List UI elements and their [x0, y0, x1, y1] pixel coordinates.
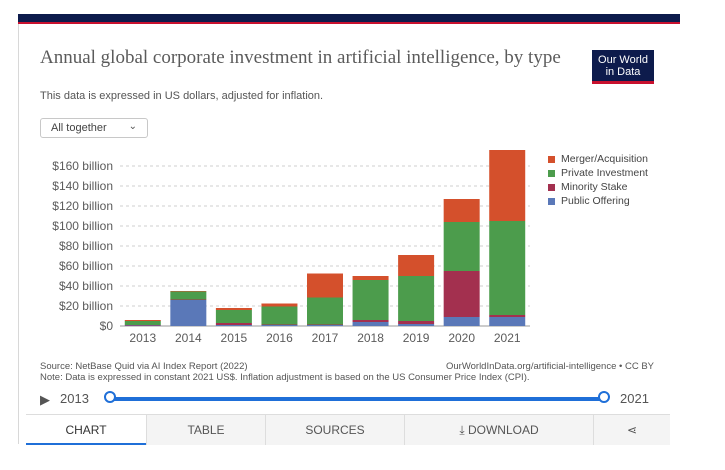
owid-logo[interactable]: Our World in Data: [592, 50, 654, 84]
x-tick-label: 2015: [221, 331, 248, 345]
frame-border: [18, 24, 19, 444]
source-note: Note: Data is expressed in constant 2021…: [40, 372, 530, 383]
bar-segment: [352, 280, 389, 320]
tab-share[interactable]: ⋖: [593, 415, 670, 445]
tab-sources[interactable]: SOURCES: [265, 415, 404, 445]
bar-segment: [261, 303, 298, 307]
bar-segment: [124, 325, 161, 326]
tab-table[interactable]: TABLE: [146, 415, 265, 445]
bar-segment: [170, 291, 207, 300]
logo-line-2: in Data: [605, 66, 641, 78]
tab-bar: CHART TABLE SOURCES ⤓ DOWNLOAD ⋖: [26, 414, 670, 445]
bar-segment: [489, 317, 526, 326]
source-text: Source: NetBase Quid via AI Index Report…: [40, 361, 248, 372]
download-label: DOWNLOAD: [467, 423, 539, 437]
bar-segment: [215, 323, 252, 325]
timeline-track[interactable]: [110, 397, 604, 401]
y-tick-label: $40 billion: [59, 279, 113, 293]
y-tick-label: $60 billion: [59, 259, 113, 273]
legend-swatch: [548, 169, 555, 177]
x-tick-label: 2018: [357, 331, 384, 345]
timeline-end-handle[interactable]: [598, 391, 610, 403]
bar-segment: [261, 325, 298, 326]
bar-segment: [307, 297, 343, 325]
timeline-end-label: 2021: [620, 391, 649, 406]
legend-label: Private Investment: [561, 167, 648, 179]
bar-segment: [261, 306, 298, 325]
bar-segment: [124, 320, 161, 321]
y-tick-label: $100 billion: [52, 219, 113, 233]
bar-segment: [443, 317, 480, 326]
download-icon: ⤓: [459, 423, 465, 437]
legend-item[interactable]: Minority Stake: [548, 180, 648, 194]
chart-subtitle: This data is expressed in US dollars, ad…: [40, 90, 324, 102]
bar-segment: [170, 299, 207, 300]
x-tick-label: 2017: [312, 331, 339, 345]
bar-segment: [170, 291, 207, 292]
bar-segment: [170, 300, 207, 326]
chevron-down-icon: ⌄: [128, 121, 137, 132]
bar-segment: [307, 325, 343, 326]
y-tick-label: $0: [100, 319, 114, 333]
bar-segment: [398, 255, 435, 276]
bar-segment: [398, 324, 435, 326]
bar-segment: [215, 308, 252, 310]
bar-segment: [443, 222, 480, 271]
legend-item[interactable]: Merger/Acquisition: [548, 152, 648, 166]
legend-swatch: [548, 155, 555, 163]
bar-segment: [443, 271, 480, 317]
chart-legend: Merger/Acquisition Private Investment Mino…: [548, 152, 648, 208]
legend-label: Minority Stake: [561, 181, 628, 193]
bar-segment: [398, 321, 435, 324]
legend-label: Merger/Acquisition: [561, 153, 648, 165]
y-tick-label: $160 billion: [52, 159, 113, 173]
y-tick-label: $120 billion: [52, 199, 113, 213]
bar-segment: [307, 273, 343, 298]
top-banner: [18, 14, 680, 24]
bar-segment: [489, 221, 526, 315]
share-icon: ⋖: [626, 423, 638, 437]
bar-segment: [261, 324, 298, 325]
x-tick-label: 2016: [266, 331, 293, 345]
timeline-start-label: 2013: [60, 391, 89, 406]
y-tick-label: $20 billion: [59, 299, 113, 313]
x-tick-label: 2019: [403, 331, 430, 345]
bar-segment: [352, 320, 389, 322]
legend-swatch: [548, 197, 555, 205]
bar-segment: [307, 324, 343, 325]
bar-segment: [489, 315, 526, 317]
x-tick-label: 2021: [494, 331, 521, 345]
x-tick-label: 2013: [129, 331, 156, 345]
bar-segment: [215, 325, 252, 326]
bar-segment: [352, 276, 389, 280]
bar-segment: [352, 322, 389, 326]
y-tick-label: $80 billion: [59, 239, 113, 253]
legend-label: Public Offering: [561, 195, 630, 207]
bar-segment: [489, 150, 526, 221]
play-icon[interactable]: ▶: [40, 392, 50, 407]
chart-title: Annual global corporate investment in ar…: [40, 47, 561, 68]
bar-segment: [398, 276, 435, 321]
dropdown-label: All together: [51, 122, 107, 134]
source-url[interactable]: OurWorldInData.org/artificial-intelligen…: [445, 361, 654, 372]
bar-segment: [215, 310, 252, 323]
logo-line-1: Our World: [598, 54, 648, 66]
legend-item[interactable]: Public Offering: [548, 194, 648, 208]
x-tick-label: 2014: [175, 331, 202, 345]
legend-item[interactable]: Private Investment: [548, 166, 648, 180]
y-tick-label: $140 billion: [52, 179, 113, 193]
bar-segment: [124, 321, 161, 325]
legend-swatch: [548, 183, 555, 191]
timeline-start-handle[interactable]: [104, 391, 116, 403]
bar-segment: [124, 325, 161, 326]
tab-chart[interactable]: CHART: [26, 415, 146, 445]
bar-segment: [443, 199, 480, 222]
x-tick-label: 2020: [448, 331, 475, 345]
stacking-dropdown[interactable]: All together ⌄: [40, 118, 148, 138]
tab-download[interactable]: ⤓ DOWNLOAD: [404, 415, 593, 445]
